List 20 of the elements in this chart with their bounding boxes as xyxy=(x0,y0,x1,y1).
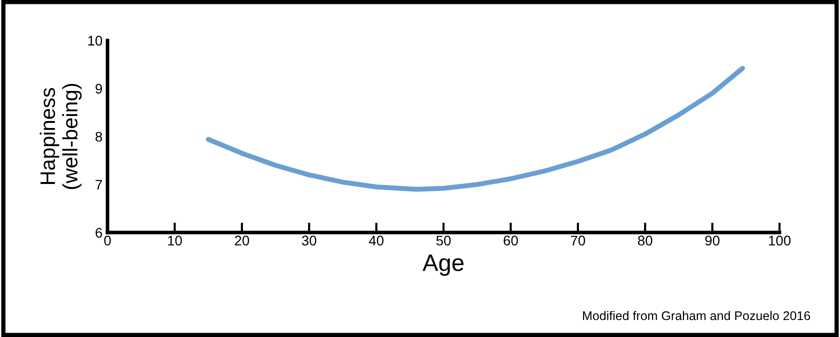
line-series xyxy=(206,66,745,192)
x-tick-label: 20 xyxy=(234,236,250,246)
x-tick-label: 50 xyxy=(436,236,451,246)
x-tick-label: 0 xyxy=(104,236,111,246)
x-axis-title: Age xyxy=(422,254,464,276)
y-tick-label: 6 xyxy=(96,228,102,238)
x-tick-label: 60 xyxy=(504,236,518,246)
x-tick-label: 90 xyxy=(705,236,720,246)
x-tick-label: 10 xyxy=(168,236,182,246)
y-tick-label: 9 xyxy=(96,84,102,94)
text: Modified from Graham and Pozuelo 2016 xyxy=(583,310,810,320)
x-tick-label: 30 xyxy=(302,236,316,246)
x-tick-label: 70 xyxy=(570,236,586,246)
x-tick-label: 80 xyxy=(638,236,652,246)
x-tick-label: 100 xyxy=(768,236,791,246)
y-tick-label: 7 xyxy=(96,180,102,190)
y-tick-label: 10 xyxy=(88,36,102,46)
y-axis-title: Happiness (well-being) xyxy=(40,84,82,190)
y-tick-label: 8 xyxy=(96,132,102,142)
x-tick-label: 40 xyxy=(368,236,384,246)
